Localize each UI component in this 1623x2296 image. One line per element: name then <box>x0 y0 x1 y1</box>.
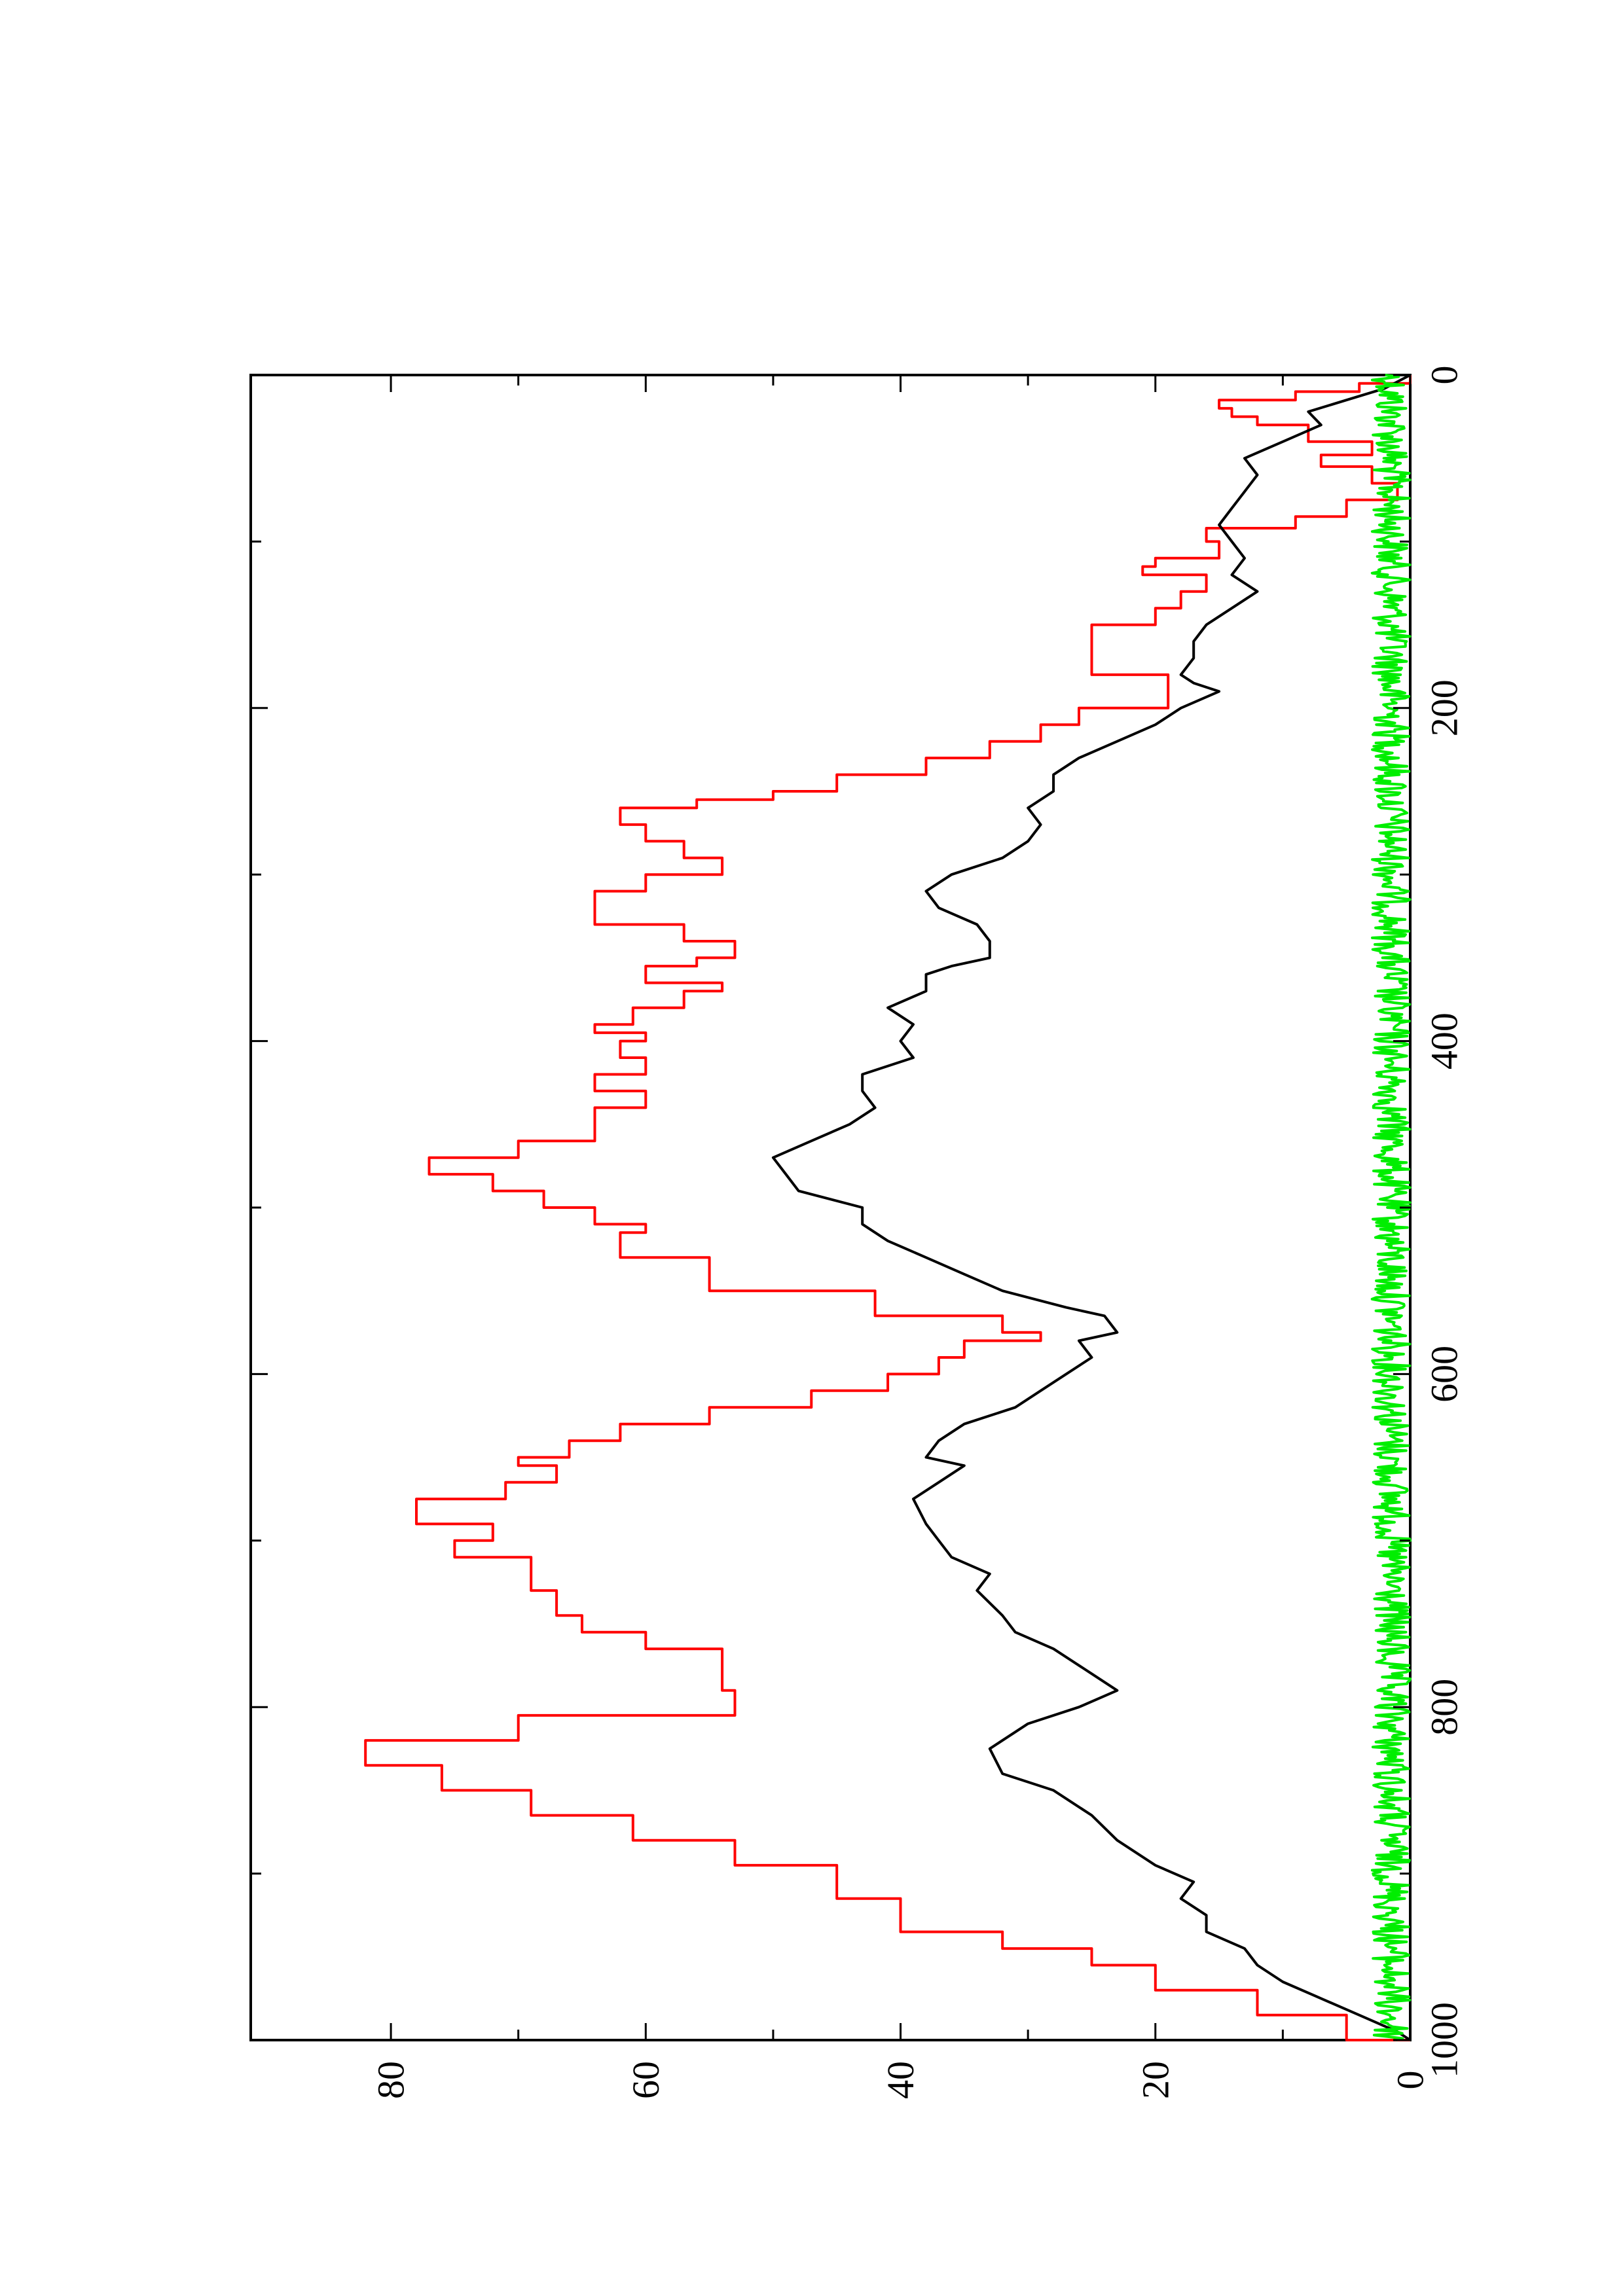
plot-frame <box>249 374 1412 2041</box>
x-tick-label: 600 <box>1423 1346 1466 1403</box>
x-tick-label: 800 <box>1423 1679 1466 1736</box>
series-line-1 <box>364 375 1412 2041</box>
y-tick-label: 80 <box>370 2061 412 2099</box>
x-tick-label: 1000 <box>1423 2002 1466 2078</box>
y-tick-label: 60 <box>625 2061 667 2099</box>
x-tick-label: 0 <box>1423 366 1466 385</box>
y-tick-label: 40 <box>879 2061 922 2099</box>
series-line-3 <box>1370 374 1412 2041</box>
x-tick-label: 400 <box>1423 1013 1466 1069</box>
y-tick-label: 0 <box>1389 2071 1432 2090</box>
series-line-2 <box>771 374 1412 2041</box>
x-tick-label: 200 <box>1423 679 1466 736</box>
series-layer <box>364 374 1412 2041</box>
y-tick-label: 20 <box>1134 2061 1176 2099</box>
